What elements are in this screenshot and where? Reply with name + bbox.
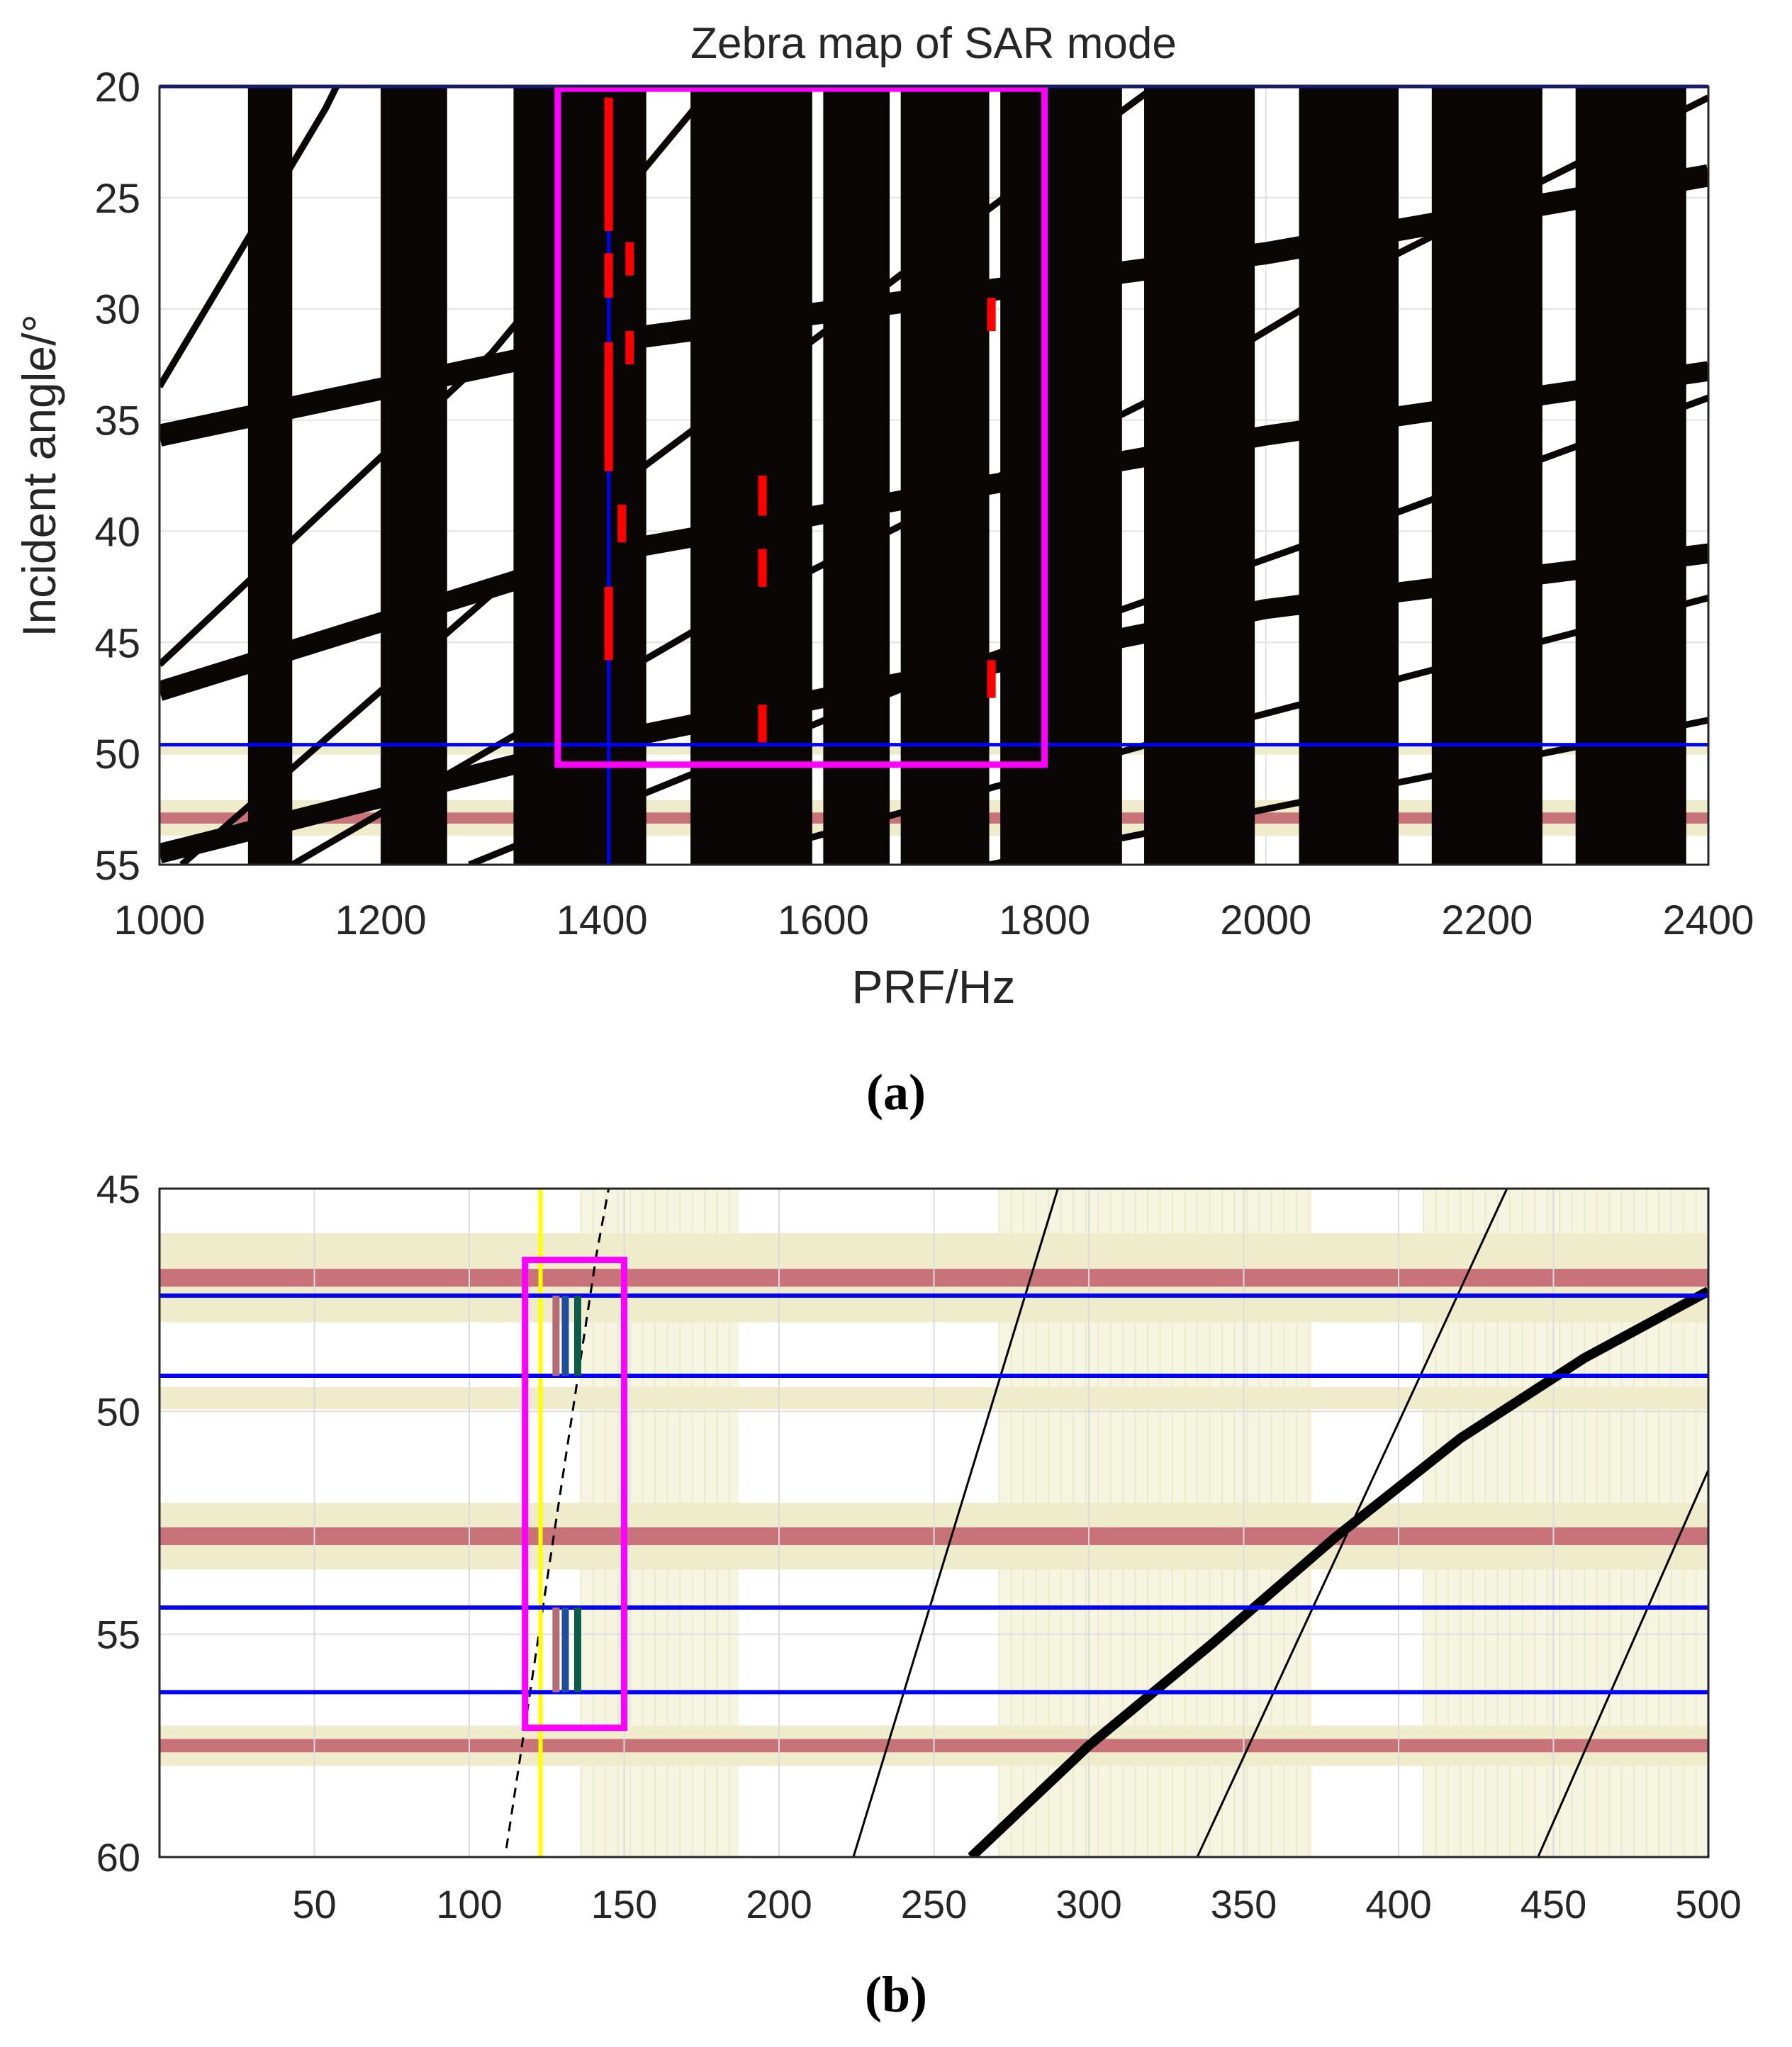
thin-curve-1 — [159, 86, 340, 388]
candidate-segment-a — [987, 660, 996, 698]
selected-marker-b — [573, 1607, 581, 1693]
candidate-segment-a — [625, 242, 634, 276]
x-tick-label-a: 1800 — [999, 897, 1090, 943]
x-tick-label-a: 1000 — [113, 897, 205, 943]
selected-marker-b — [561, 1607, 569, 1693]
selected-marker-b — [552, 1607, 560, 1693]
thick-curve — [968, 1286, 1708, 1857]
y-tick-label-a: 55 — [94, 843, 140, 889]
nadir-echo-band-5 — [823, 86, 890, 865]
y-tick-label-b: 60 — [96, 1835, 140, 1880]
nadir-echo-band-2 — [381, 86, 447, 865]
overlays-b — [159, 1189, 1708, 1857]
selected-marker-b — [561, 1295, 569, 1376]
x-tick-label-b: 350 — [1211, 1882, 1277, 1927]
thin-line-1 — [852, 1189, 1059, 1857]
selected-marker-b — [552, 1295, 560, 1376]
thick-curve-2 — [159, 361, 1708, 701]
x-tick-label-b: 450 — [1521, 1882, 1586, 1927]
thin-curve-3 — [179, 86, 1158, 865]
nadir-echo-band-8 — [1144, 86, 1255, 865]
x-tick-label-a: 1600 — [778, 897, 869, 943]
x-tick-label-b: 100 — [436, 1882, 502, 1927]
chart-title-a: Zebra map of SAR mode — [690, 19, 1177, 68]
plot-content-b — [159, 1189, 1708, 1857]
selected-marker-b — [573, 1295, 581, 1376]
x-tick-label-b: 500 — [1675, 1882, 1741, 1927]
x-tick-label-b: 50 — [292, 1882, 336, 1927]
dashed-curve-b — [505, 1189, 610, 1849]
thin-line-3 — [1537, 1467, 1708, 1857]
y-axis-label-a: Incident angle/° — [13, 314, 65, 637]
selection-box-a — [554, 85, 1048, 768]
panel-label-b: (b) — [865, 1966, 927, 2023]
panel-b: 50 100 150 200 250 300 350 400 450 500 45 50 55 60 (b… — [96, 1167, 1742, 2023]
ticks-a: 1000 1200 1400 1600 1800 2000 2200 2400 20 25 30 35… — [94, 65, 1754, 943]
panel-label-a: (a) — [866, 1064, 926, 1121]
x-tick-label-b: 300 — [1055, 1882, 1121, 1927]
candidate-segment-a — [758, 705, 767, 743]
nadir-echo-band-9 — [1299, 86, 1399, 865]
x-tick-label-b: 150 — [591, 1882, 657, 1927]
plot-content-a — [159, 86, 1708, 865]
candidate-segment-a — [987, 298, 996, 332]
selection-box-b — [522, 1257, 627, 1732]
candidate-segment-a — [604, 253, 613, 298]
y-tick-label-b: 50 — [96, 1389, 140, 1434]
candidate-segment-a — [758, 549, 767, 587]
candidate-segment-a — [604, 97, 613, 231]
nadir-echo-band-6 — [900, 86, 990, 865]
candidate-segment-a — [758, 476, 767, 516]
candidate-segment-a — [604, 586, 613, 661]
x-tick-label-a: 2200 — [1441, 897, 1533, 943]
candidate-segment-a — [617, 504, 627, 543]
thin-curve-6 — [712, 594, 1708, 865]
x-tick-label-b: 200 — [746, 1882, 812, 1927]
x-tick-label-b: 400 — [1365, 1882, 1431, 1927]
x-tick-label-a: 1200 — [335, 897, 427, 943]
y-tick-label-a: 45 — [94, 620, 140, 666]
x-tick-label-a: 2000 — [1220, 897, 1311, 943]
y-tick-label-a: 40 — [94, 509, 140, 555]
ticks-b: 50 100 150 200 250 300 350 400 450 500 45 50 55 60 — [96, 1167, 1742, 1927]
x-tick-label-a: 2400 — [1662, 897, 1754, 943]
candidate-segment-a — [625, 331, 634, 365]
y-tick-label-b: 45 — [96, 1167, 140, 1211]
y-tick-label-a: 35 — [94, 398, 140, 444]
thin-curve-7 — [988, 717, 1708, 865]
panel-a: 1000 1200 1400 1600 1800 2000 2200 2400 20 25 30 35… — [13, 19, 1754, 1121]
y-tick-label-a: 30 — [94, 287, 140, 333]
thick-curve-1 — [159, 164, 1708, 447]
y-tick-label-a: 20 — [94, 65, 140, 111]
thin-curve-5 — [468, 394, 1708, 865]
axes-frame-a — [158, 85, 1710, 866]
axes-frame-b — [158, 1187, 1710, 1858]
x-tick-label-b: 250 — [901, 1882, 967, 1927]
y-tick-label-a: 50 — [94, 731, 140, 778]
candidate-segment-a — [604, 342, 613, 471]
y-tick-label-a: 25 — [94, 176, 140, 222]
thin-curve-4 — [290, 94, 1708, 865]
nadir-echo-band-1 — [247, 86, 293, 865]
plot-lines-b — [505, 1189, 1708, 1857]
x-tick-label-a: 1400 — [556, 897, 648, 943]
thin-curve-2 — [159, 86, 716, 668]
y-tick-label-b: 55 — [96, 1613, 140, 1657]
x-axis-label-a: PRF/Hz — [852, 960, 1016, 1013]
